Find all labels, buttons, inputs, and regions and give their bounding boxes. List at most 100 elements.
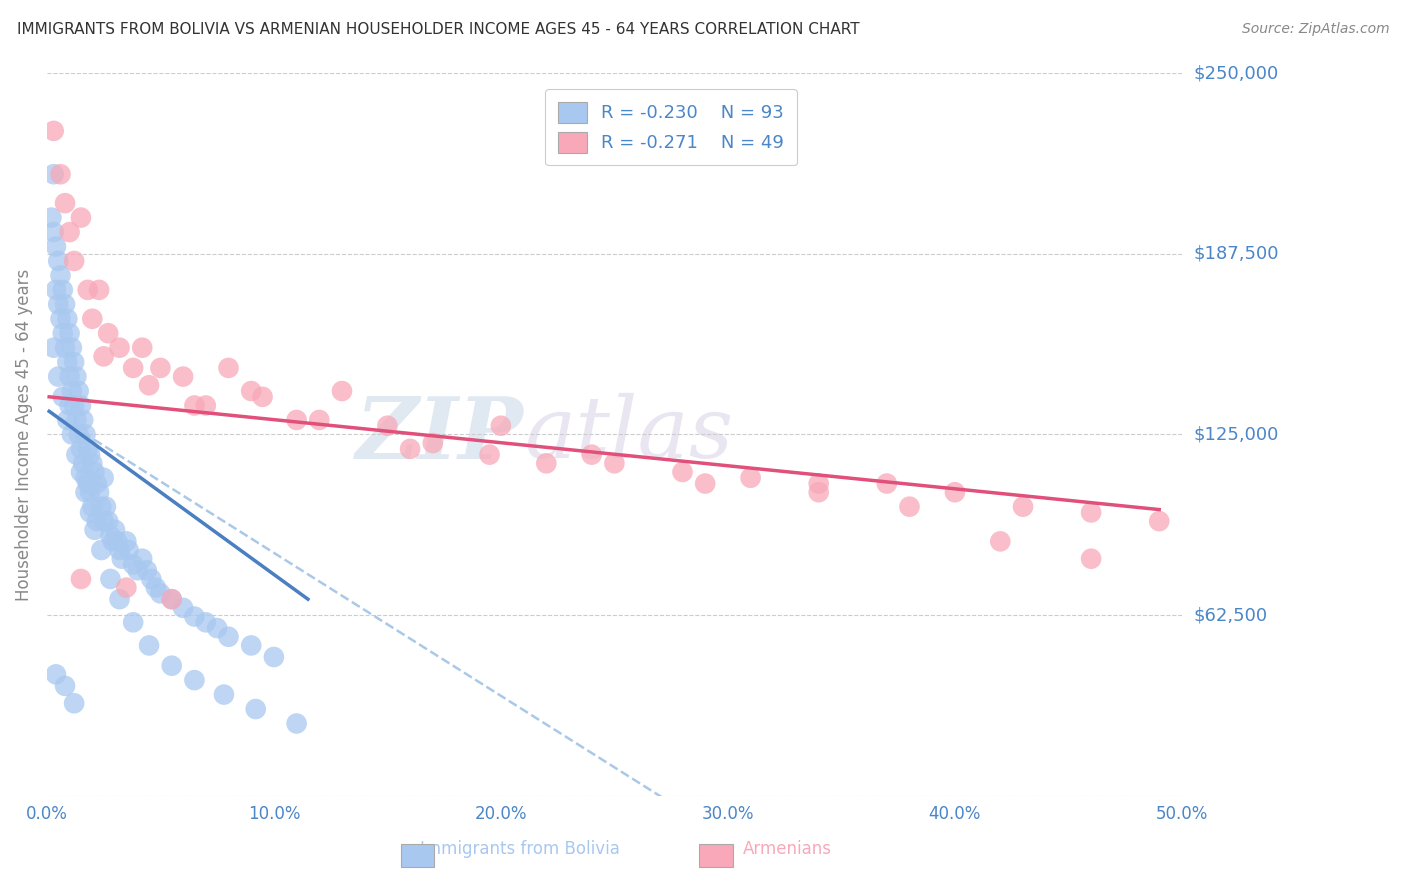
Point [60, 341, 83, 355]
Point [90, 543, 112, 558]
Point [807, 476, 830, 491]
Point [82, 500, 104, 514]
Point [205, 621, 228, 635]
Point [97, 326, 120, 341]
Point [117, 543, 139, 558]
Point [53, 297, 76, 311]
Point [52, 283, 75, 297]
Point [46, 297, 69, 311]
Point [52, 390, 75, 404]
Text: $62,500: $62,500 [1194, 606, 1267, 624]
Point [172, 369, 194, 384]
Point [252, 390, 274, 404]
Point [67, 427, 90, 442]
Point [65, 448, 87, 462]
Point [41, 211, 63, 225]
Text: $187,500: $187,500 [1194, 244, 1278, 263]
Point [536, 456, 558, 470]
Text: ZIP: ZIP [356, 392, 523, 476]
Point [75, 485, 97, 500]
Point [115, 534, 138, 549]
Point [75, 427, 97, 442]
Point [183, 673, 205, 687]
Point [285, 413, 308, 427]
Point [72, 413, 94, 427]
Point [115, 581, 138, 595]
Point [135, 563, 157, 577]
Point [876, 476, 898, 491]
Point [671, 465, 693, 479]
Point [83, 523, 105, 537]
Point [56, 355, 79, 369]
Text: $125,000: $125,000 [1194, 425, 1278, 443]
Point [45, 667, 67, 681]
Point [82, 311, 104, 326]
Point [898, 500, 921, 514]
Point [160, 592, 183, 607]
Point [988, 534, 1011, 549]
Point [63, 696, 86, 710]
Point [183, 609, 205, 624]
Point [86, 476, 108, 491]
Point [422, 436, 444, 450]
Text: atlas: atlas [523, 393, 733, 475]
Point [489, 418, 512, 433]
Point [70, 465, 93, 479]
Point [1080, 506, 1102, 520]
Point [108, 543, 131, 558]
Point [58, 326, 80, 341]
Point [76, 283, 98, 297]
Point [53, 679, 76, 693]
Point [807, 485, 830, 500]
Point [105, 534, 128, 549]
Point [100, 572, 122, 586]
Point [70, 399, 93, 413]
Text: $250,000: $250,000 [1194, 64, 1278, 82]
Point [127, 563, 149, 577]
Point [131, 551, 153, 566]
Point [194, 615, 217, 630]
Point [603, 456, 626, 470]
Point [399, 442, 422, 456]
Point [76, 476, 98, 491]
Point [46, 254, 69, 268]
Point [72, 456, 94, 470]
Point [58, 369, 80, 384]
Point [87, 485, 110, 500]
Point [45, 239, 67, 253]
Point [122, 558, 145, 572]
Text: Armenians: Armenians [742, 840, 832, 858]
Point [42, 225, 65, 239]
Point [60, 384, 83, 398]
Point [245, 702, 267, 716]
Point [49, 311, 72, 326]
Point [49, 167, 72, 181]
Y-axis label: Householder Income Ages 45 - 64 years: Householder Income Ages 45 - 64 years [15, 268, 32, 600]
Point [97, 514, 120, 528]
Point [194, 399, 217, 413]
Point [90, 500, 112, 514]
Point [695, 476, 717, 491]
Point [42, 124, 65, 138]
Point [218, 360, 240, 375]
Point [67, 384, 90, 398]
Point [122, 615, 145, 630]
Point [76, 442, 98, 456]
Point [65, 413, 87, 427]
Point [79, 506, 101, 520]
Point [42, 167, 65, 181]
Point [581, 448, 603, 462]
Point [149, 586, 172, 600]
Point [63, 254, 86, 268]
Point [100, 528, 122, 542]
Point [70, 572, 93, 586]
Point [108, 592, 131, 607]
Point [93, 514, 115, 528]
Point [87, 283, 110, 297]
Text: IMMIGRANTS FROM BOLIVIA VS ARMENIAN HOUSEHOLDER INCOME AGES 45 - 64 YEARS CORREL: IMMIGRANTS FROM BOLIVIA VS ARMENIAN HOUS… [17, 22, 859, 37]
Point [141, 572, 163, 586]
Point [218, 630, 240, 644]
Point [83, 465, 105, 479]
Point [131, 341, 153, 355]
Point [240, 384, 263, 398]
